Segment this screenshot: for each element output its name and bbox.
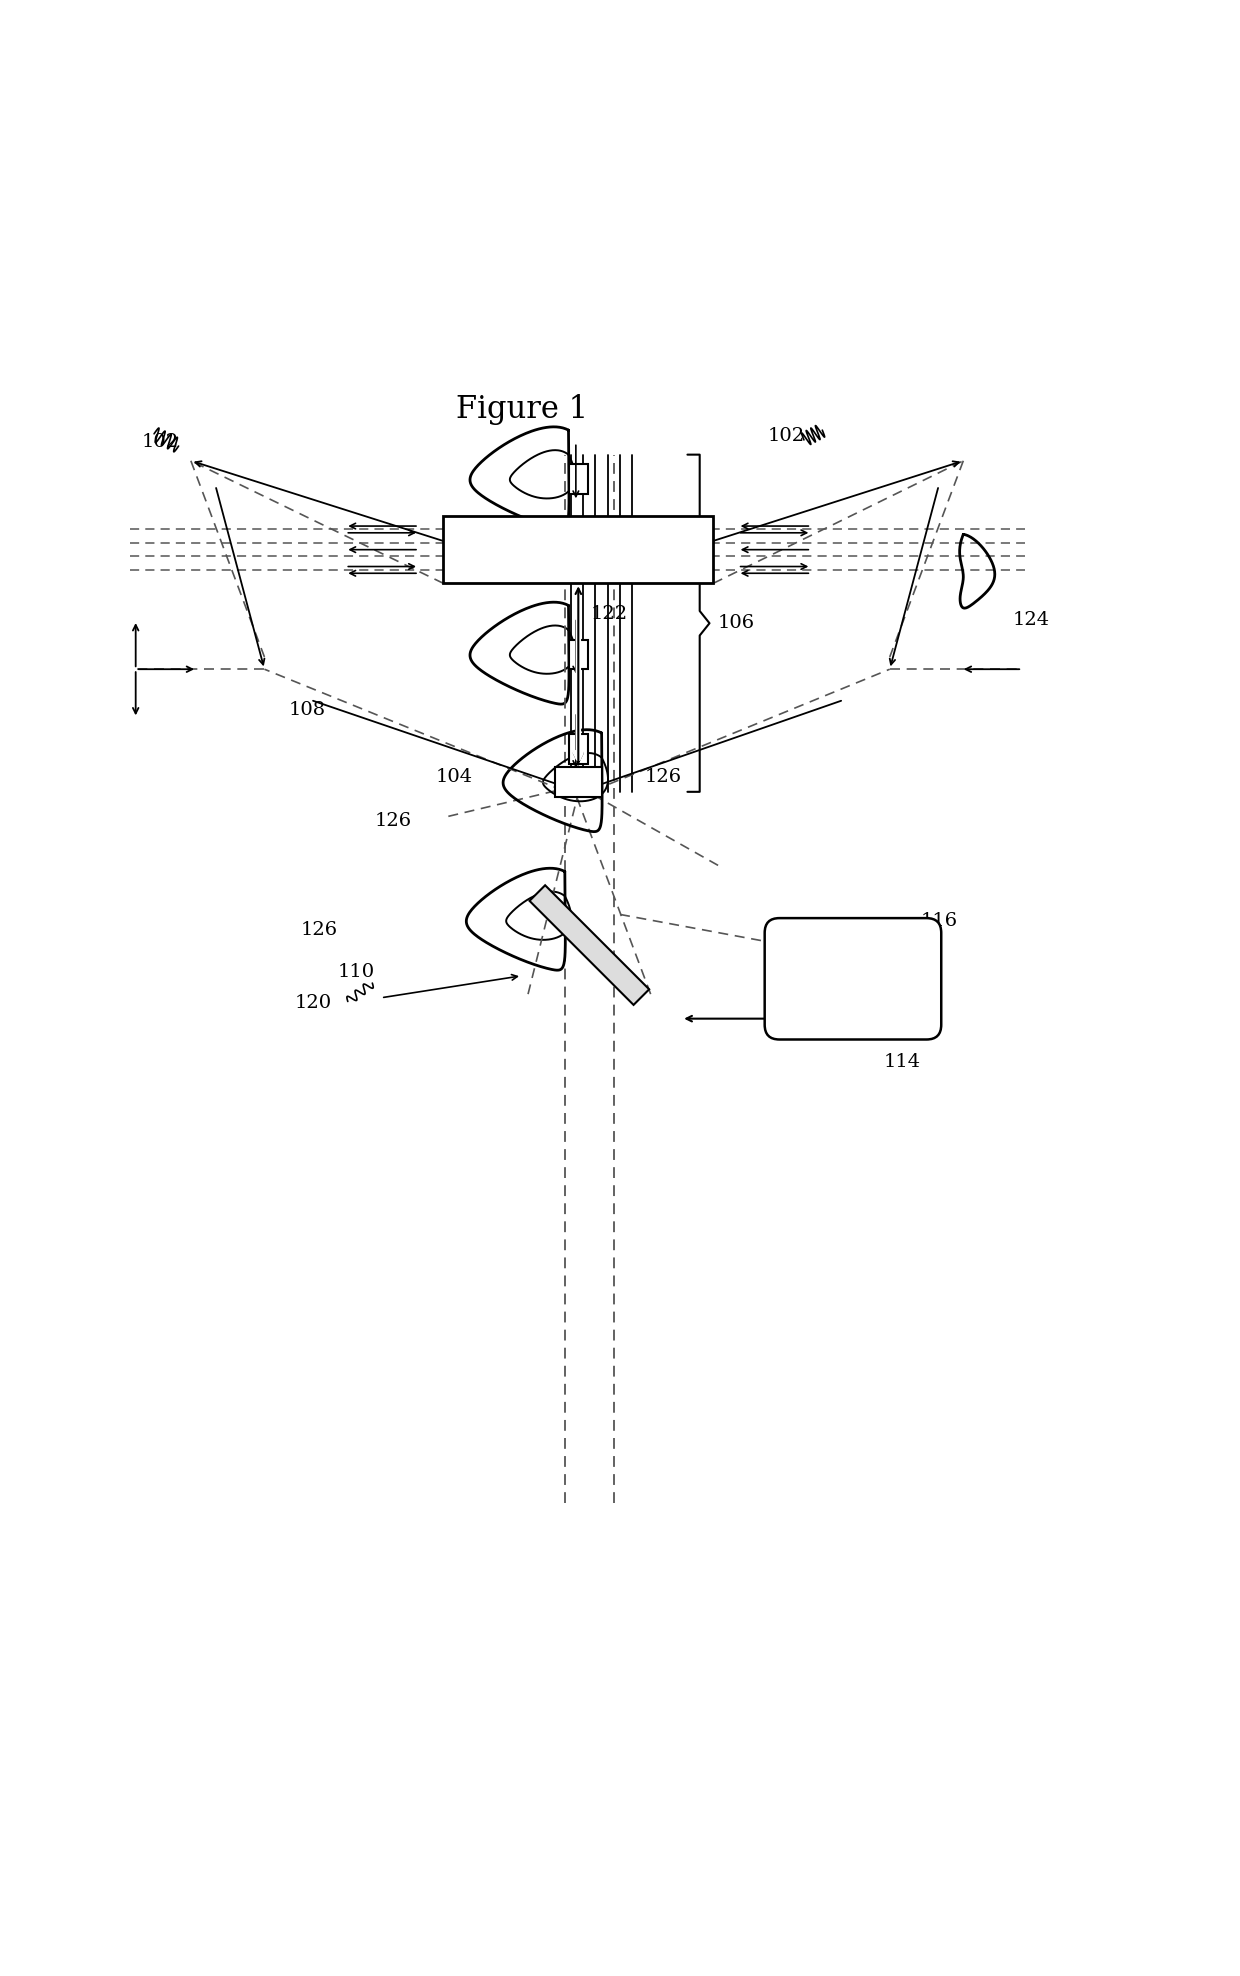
Bar bbox=[568, 549, 588, 579]
Text: Figure 1: Figure 1 bbox=[456, 393, 588, 425]
Bar bbox=[568, 640, 588, 670]
Text: 126: 126 bbox=[645, 769, 682, 786]
Bar bbox=[568, 464, 588, 494]
Bar bbox=[444, 516, 713, 583]
Text: 104: 104 bbox=[435, 769, 472, 786]
Text: 110: 110 bbox=[337, 962, 374, 980]
Bar bbox=[568, 735, 588, 763]
Bar bbox=[529, 885, 650, 1006]
Text: 120: 120 bbox=[295, 994, 332, 1012]
Text: 105: 105 bbox=[791, 1012, 828, 1029]
Text: 122: 122 bbox=[590, 605, 627, 622]
Text: 116: 116 bbox=[920, 911, 957, 929]
Text: 124: 124 bbox=[1012, 611, 1049, 628]
Text: 100: 100 bbox=[556, 537, 601, 561]
Text: 102: 102 bbox=[768, 427, 805, 445]
Text: 114: 114 bbox=[884, 1053, 921, 1071]
FancyBboxPatch shape bbox=[765, 919, 941, 1039]
Text: 102: 102 bbox=[141, 433, 179, 451]
Text: 126: 126 bbox=[374, 812, 412, 830]
Text: 126: 126 bbox=[301, 921, 339, 939]
Text: 106: 106 bbox=[718, 615, 755, 632]
Bar bbox=[556, 767, 601, 796]
Text: 108: 108 bbox=[289, 701, 326, 719]
